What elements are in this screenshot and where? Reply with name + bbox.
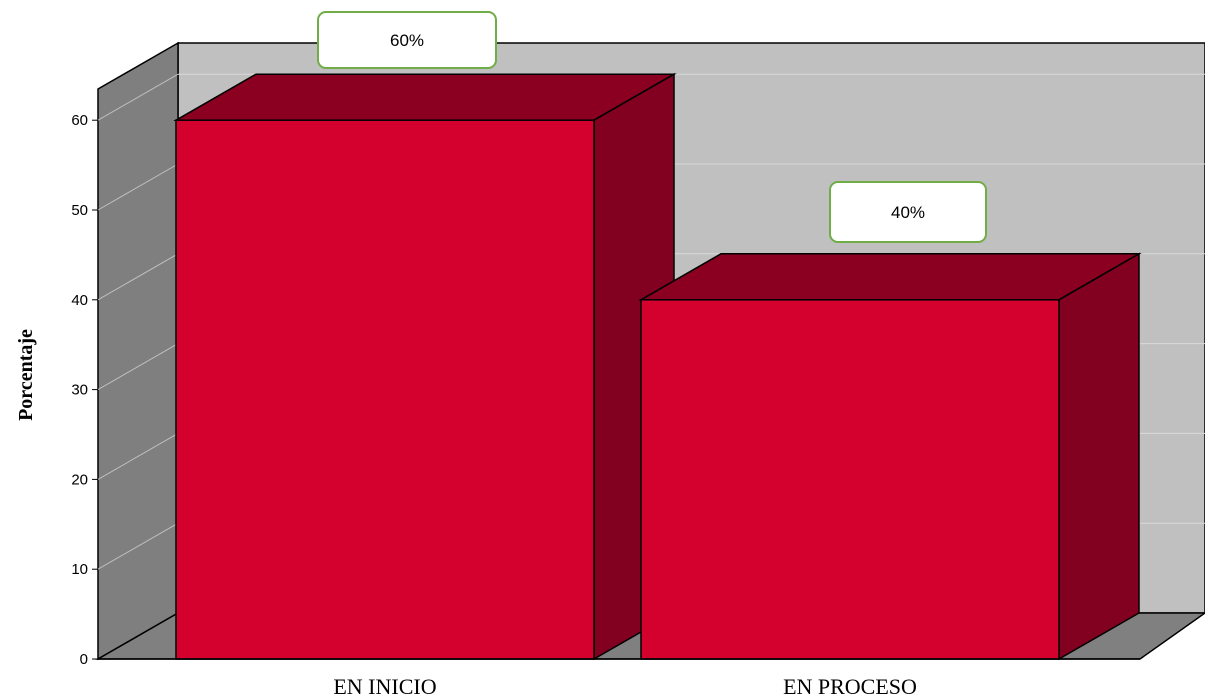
data-label-border bbox=[829, 181, 987, 243]
y-tick-label: 20 bbox=[71, 471, 88, 488]
bar-side-face bbox=[1058, 252, 1140, 661]
data-label: 60% bbox=[390, 31, 424, 50]
gridline-side bbox=[97, 73, 179, 121]
gridline-side bbox=[97, 432, 179, 480]
bar-front-face bbox=[175, 119, 595, 660]
data-label-box: 40% bbox=[829, 181, 987, 243]
x-category-label: EN PROCESO bbox=[783, 674, 917, 699]
gridline-side bbox=[97, 343, 179, 391]
x-category-label: EN INICIO bbox=[333, 674, 436, 699]
gridline-side bbox=[97, 522, 179, 570]
y-axis: 0 10 20 30 40 50 60 bbox=[71, 112, 98, 668]
bar-1 bbox=[638, 252, 1142, 661]
gridline-side bbox=[97, 253, 179, 301]
chart-bars bbox=[98, 72, 1142, 661]
y-tick-label: 40 bbox=[71, 292, 88, 309]
data-label: 40% bbox=[891, 203, 925, 222]
x-axis-labels: EN INICIO EN PROCESO bbox=[333, 674, 917, 699]
y-tick-label: 50 bbox=[71, 202, 88, 219]
data-labels: 60% 40% bbox=[317, 11, 987, 243]
bar-front-face bbox=[640, 299, 1060, 660]
y-tick-label: 30 bbox=[71, 382, 88, 399]
y-tick-label: 0 bbox=[80, 651, 88, 668]
data-label-border bbox=[317, 11, 497, 69]
data-label-box: 60% bbox=[317, 11, 497, 69]
bar-top-face bbox=[638, 253, 1142, 301]
bar-0 bbox=[173, 72, 677, 661]
y-tick-label: 10 bbox=[71, 561, 88, 578]
y-tick-label: 60 bbox=[71, 112, 88, 129]
gridline-side bbox=[97, 163, 179, 211]
bar-top-face bbox=[173, 73, 677, 121]
y-axis-title: Porcentaje bbox=[15, 329, 37, 421]
